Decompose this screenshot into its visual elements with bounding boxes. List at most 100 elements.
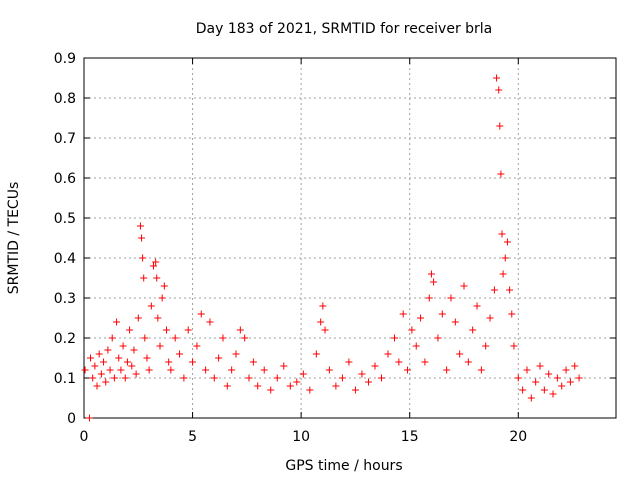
data-point bbox=[163, 326, 171, 334]
grid-lines bbox=[84, 58, 616, 418]
data-point bbox=[299, 370, 307, 378]
y-tick-label: 0.4 bbox=[54, 251, 76, 267]
data-point bbox=[460, 282, 468, 290]
x-tick-label: 5 bbox=[188, 429, 197, 445]
data-point bbox=[89, 374, 97, 382]
data-point bbox=[153, 274, 161, 282]
data-point bbox=[493, 74, 501, 82]
data-point bbox=[391, 334, 399, 342]
data-point bbox=[469, 326, 477, 334]
data-point bbox=[260, 366, 268, 374]
data-point bbox=[232, 350, 240, 358]
data-point bbox=[427, 270, 435, 278]
data-point bbox=[508, 310, 516, 318]
data-point bbox=[85, 414, 93, 422]
data-point bbox=[506, 286, 514, 294]
data-point bbox=[421, 358, 429, 366]
data-point bbox=[497, 170, 505, 178]
data-point bbox=[154, 314, 162, 322]
data-point bbox=[152, 258, 160, 266]
y-axis-label: SRMTID / TECUs bbox=[6, 182, 22, 295]
data-point bbox=[267, 386, 275, 394]
axis-ticks: 0 0.1 0.2 0.3 0.4 0.5 0.6 0.7 0.8 0.9 0 5 10 15 20 bbox=[54, 51, 616, 445]
y-tick-label: 0.1 bbox=[54, 371, 76, 387]
data-point bbox=[371, 362, 379, 370]
data-point bbox=[571, 362, 579, 370]
x-tick-label: 10 bbox=[292, 429, 310, 445]
data-point bbox=[134, 314, 142, 322]
data-point bbox=[364, 378, 372, 386]
data-point bbox=[123, 358, 131, 366]
data-point bbox=[451, 318, 459, 326]
y-tick-label: 0.5 bbox=[54, 211, 76, 227]
data-point bbox=[498, 230, 506, 238]
data-point bbox=[171, 334, 179, 342]
data-point bbox=[408, 326, 416, 334]
data-point bbox=[545, 370, 553, 378]
data-point bbox=[575, 374, 583, 382]
data-point bbox=[482, 342, 490, 350]
data-point bbox=[438, 310, 446, 318]
data-points bbox=[81, 74, 583, 422]
data-point bbox=[553, 374, 561, 382]
data-point bbox=[430, 278, 438, 286]
data-point bbox=[145, 366, 153, 374]
data-point bbox=[345, 358, 353, 366]
data-point bbox=[377, 374, 385, 382]
data-point bbox=[404, 366, 412, 374]
data-point bbox=[156, 342, 164, 350]
data-point bbox=[93, 382, 101, 390]
data-point bbox=[197, 310, 205, 318]
data-point bbox=[241, 334, 249, 342]
data-point bbox=[351, 386, 359, 394]
data-point bbox=[180, 374, 188, 382]
data-point bbox=[358, 370, 366, 378]
data-point bbox=[167, 366, 175, 374]
data-point bbox=[210, 374, 218, 382]
data-point bbox=[236, 326, 244, 334]
data-point bbox=[245, 374, 253, 382]
data-point bbox=[527, 394, 535, 402]
data-point bbox=[286, 382, 294, 390]
data-point bbox=[219, 334, 227, 342]
data-point bbox=[306, 386, 314, 394]
data-point bbox=[510, 342, 518, 350]
data-point bbox=[160, 282, 168, 290]
data-point bbox=[273, 374, 281, 382]
data-point bbox=[490, 286, 498, 294]
data-point bbox=[434, 334, 442, 342]
y-tick-label: 0.7 bbox=[54, 131, 76, 147]
data-point bbox=[104, 346, 112, 354]
data-point bbox=[132, 370, 140, 378]
data-point bbox=[119, 342, 127, 350]
data-point bbox=[321, 326, 329, 334]
data-point bbox=[130, 346, 138, 354]
data-point bbox=[566, 378, 574, 386]
data-point bbox=[193, 342, 201, 350]
data-point bbox=[293, 378, 301, 386]
data-point bbox=[443, 366, 451, 374]
data-point bbox=[384, 350, 392, 358]
data-point bbox=[97, 370, 105, 378]
data-point bbox=[95, 350, 103, 358]
data-point bbox=[558, 382, 566, 390]
data-point bbox=[113, 318, 121, 326]
data-point bbox=[417, 314, 425, 322]
data-point bbox=[319, 302, 327, 310]
data-point bbox=[206, 318, 214, 326]
data-point bbox=[338, 374, 346, 382]
data-point bbox=[501, 254, 509, 262]
data-point bbox=[158, 294, 166, 302]
data-point bbox=[519, 386, 527, 394]
data-point bbox=[143, 354, 151, 362]
data-point bbox=[496, 122, 504, 130]
data-point bbox=[117, 366, 125, 374]
y-tick-label: 0.8 bbox=[54, 91, 76, 107]
data-point bbox=[532, 378, 540, 386]
data-point bbox=[425, 294, 433, 302]
x-tick-label: 15 bbox=[401, 429, 419, 445]
data-point bbox=[317, 318, 325, 326]
data-point bbox=[121, 374, 129, 382]
data-point bbox=[110, 374, 118, 382]
